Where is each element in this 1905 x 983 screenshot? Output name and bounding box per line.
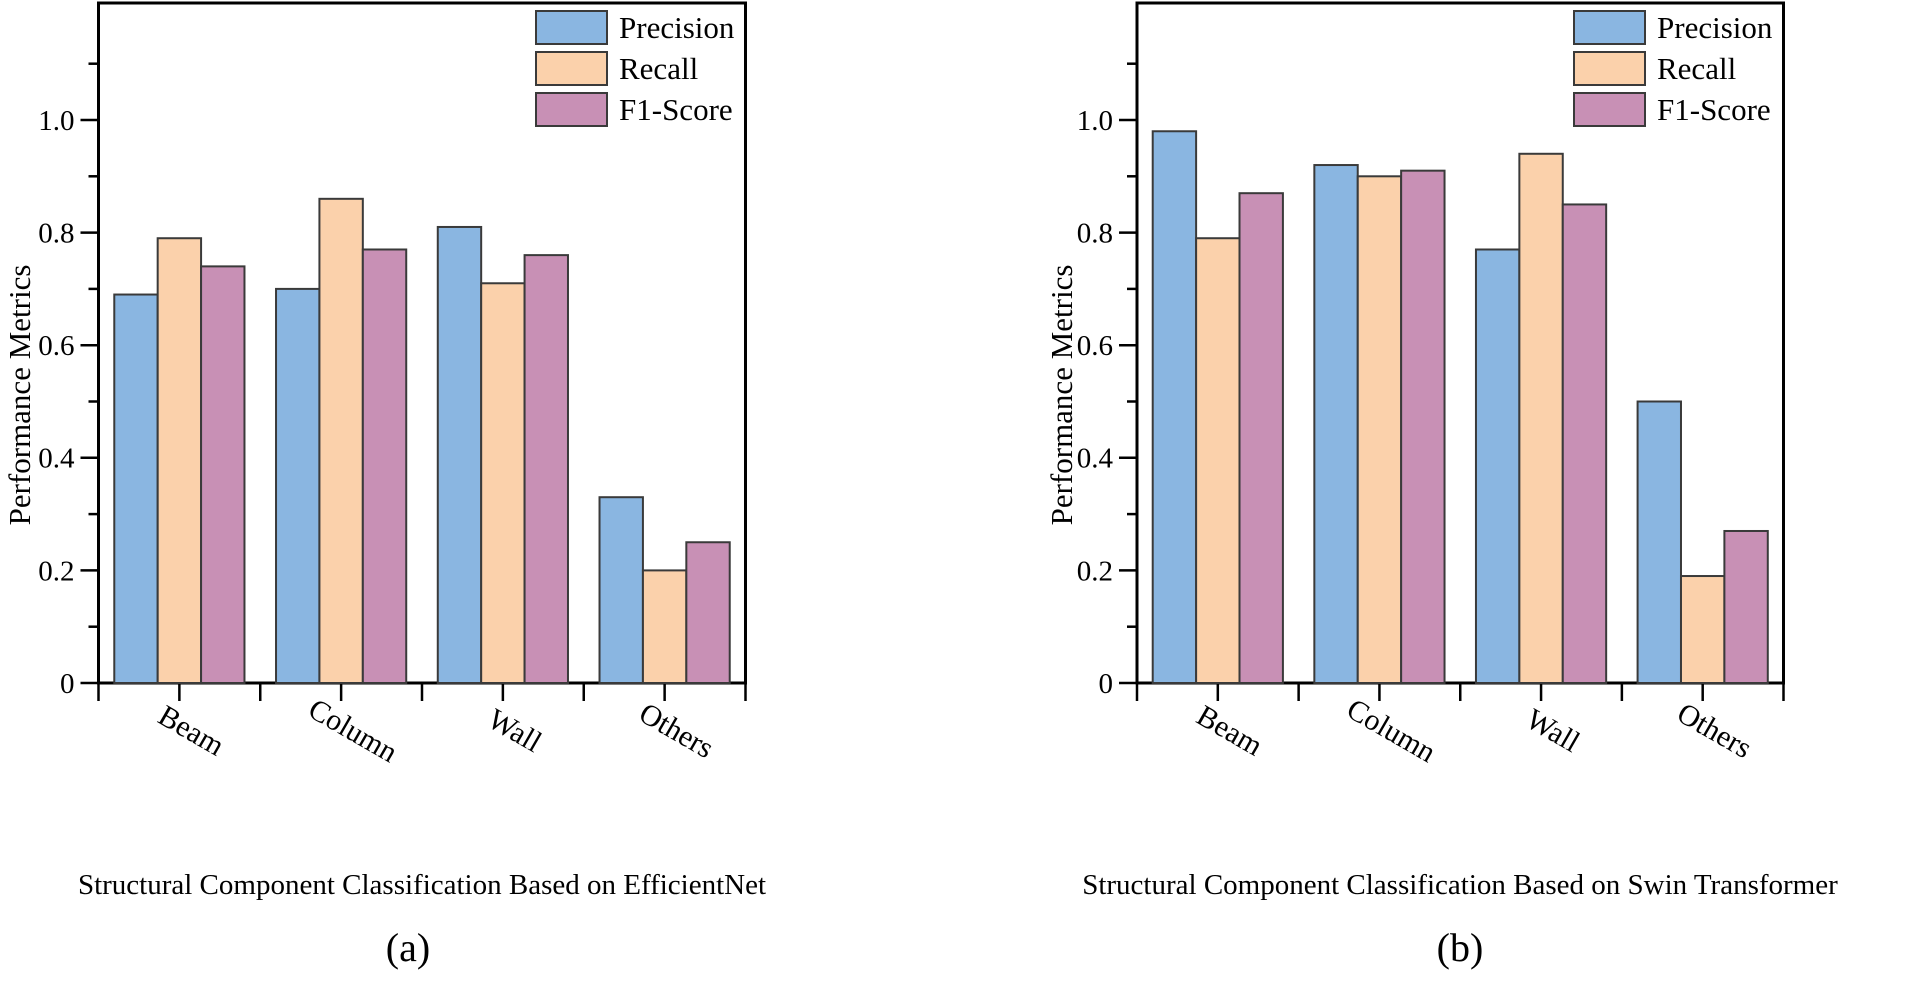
bar-column-f1-score — [361, 248, 408, 685]
bar-wall-recall — [1518, 152, 1564, 684]
y-tick-label: 0.4 — [1077, 443, 1114, 475]
y-tick-label: 0.8 — [1077, 217, 1113, 249]
bar-column-precision — [1313, 164, 1359, 685]
legend-label-recall: Recall — [619, 51, 699, 86]
bar-wall-precision — [436, 225, 483, 684]
legend-swatch-f1-score — [1573, 92, 1646, 127]
legend-item-recall: Recall — [1573, 51, 1772, 86]
legend-label-recall: Recall — [1657, 51, 1737, 86]
legend-swatch-precision — [535, 10, 608, 45]
x-category-label: Column — [1341, 692, 1441, 769]
legend-swatch-recall — [535, 51, 608, 86]
bar-beam-recall — [156, 237, 203, 684]
bar-beam-precision — [1151, 130, 1198, 684]
bar-column-recall — [1356, 175, 1403, 685]
bar-others-recall — [641, 569, 688, 685]
x-category-label: Others — [1672, 696, 1758, 765]
bar-others-precision — [598, 496, 644, 684]
legend-item-f1-score: F1-Score — [1573, 92, 1772, 127]
bar-column-recall — [318, 197, 364, 684]
legend: Precision Recall F1-Score — [1573, 10, 1772, 133]
legend-label-f1-score: F1-Score — [1657, 92, 1771, 127]
bar-column-precision — [275, 287, 321, 684]
y-tick-label: 0.6 — [1077, 330, 1113, 362]
legend-item-f1-score: F1-Score — [535, 92, 734, 127]
legend-item-precision: Precision — [535, 10, 734, 45]
bar-others-f1-score — [685, 541, 731, 684]
bar-chart-swin-transformer: 0 0.2 0.4 0.6 0.8 1.0 Beam Column Wall Others — [1077, 1, 1785, 769]
bar-others-recall — [1679, 575, 1726, 685]
x-category-label: Beam — [153, 699, 230, 763]
legend-swatch-recall — [1573, 51, 1646, 86]
legend-item-recall: Recall — [535, 51, 734, 86]
bar-others-f1-score — [1723, 529, 1769, 684]
y-tick-label: 1.0 — [38, 105, 74, 137]
y-tick-label: 0.2 — [38, 555, 74, 587]
bar-wall-recall — [480, 282, 526, 684]
y-axis-label: Performance Metrics — [2, 264, 37, 526]
y-tick-label: 0.6 — [38, 330, 74, 362]
bar-wall-f1-score — [1561, 203, 1608, 684]
x-category-label: Wall — [1520, 703, 1585, 760]
y-axis-label: Performance Metrics — [1044, 264, 1079, 526]
legend-label-precision: Precision — [1657, 10, 1773, 45]
y-tick-label: 0.8 — [38, 217, 74, 249]
legend-swatch-precision — [1573, 10, 1646, 45]
legend-swatch-f1-score — [535, 92, 608, 127]
y-tick-label: 0 — [1099, 668, 1114, 700]
panel-b: 0 0.2 0.4 0.6 0.8 1.0 Beam Column Wall Others Per… — [953, 0, 1905, 983]
bar-beam-f1-score — [1238, 192, 1284, 684]
x-category-label: Beam — [1191, 699, 1268, 763]
y-tick-label: 1.0 — [1077, 105, 1113, 137]
subfigure-label-b: (b) — [1436, 925, 1484, 970]
legend: Precision Recall F1-Score — [535, 10, 734, 133]
bar-column-f1-score — [1400, 169, 1446, 685]
x-category-label: Others — [633, 696, 719, 765]
panel-a: 0 0.2 0.4 0.6 0.8 1.0 Beam Column Wall Others Per… — [0, 0, 952, 983]
legend-label-precision: Precision — [619, 10, 735, 45]
bar-wall-f1-score — [523, 254, 569, 684]
bar-others-precision — [1636, 400, 1682, 684]
bar-beam-f1-score — [200, 265, 246, 684]
subfigure-label-a: (a) — [385, 925, 431, 970]
y-tick-label: 0.2 — [1077, 555, 1113, 587]
chart-title-swin-transformer: Structural Component Classification Base… — [1082, 869, 1838, 901]
legend-label-f1-score: F1-Score — [619, 92, 733, 127]
bar-chart-efficientnet: 0 0.2 0.4 0.6 0.8 1.0 Beam Column Wall Others — [38, 1, 747, 769]
y-tick-label: 0 — [60, 668, 75, 700]
y-tick-label: 0.4 — [38, 443, 75, 475]
bar-beam-precision — [113, 293, 159, 684]
bar-beam-recall — [1195, 237, 1241, 684]
legend-item-precision: Precision — [1573, 10, 1772, 45]
x-category-label: Column — [303, 692, 403, 769]
bar-wall-precision — [1474, 248, 1521, 685]
chart-title-efficientnet: Structural Component Classification Base… — [77, 869, 767, 901]
x-category-label: Wall — [482, 703, 547, 760]
